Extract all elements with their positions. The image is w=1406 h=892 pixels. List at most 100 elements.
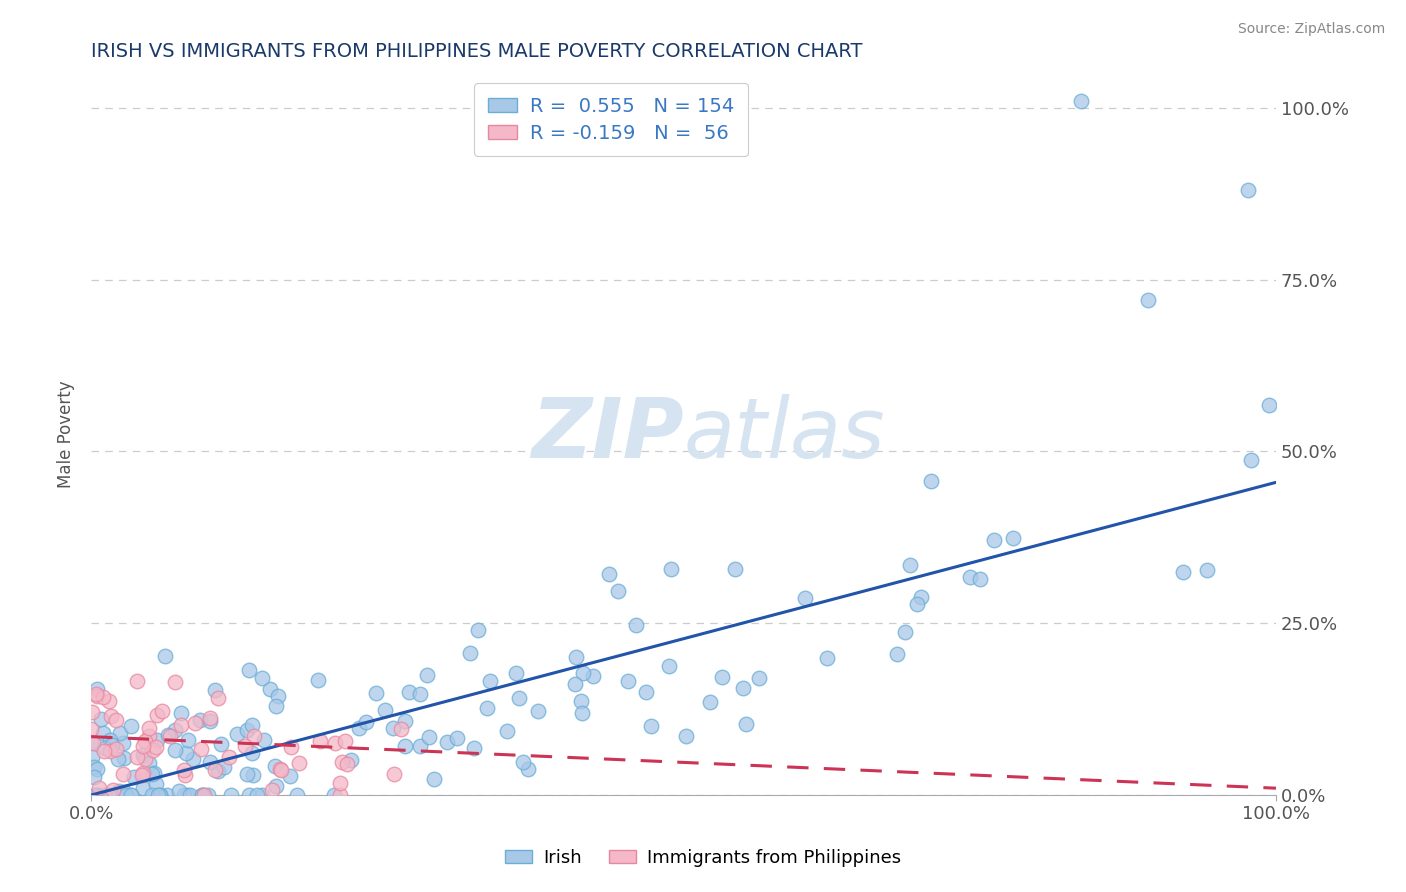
Point — [446, 731, 468, 745]
Point — [173, 764, 195, 778]
Point — [120, 719, 142, 733]
Point — [179, 788, 201, 802]
Point — [252, 732, 274, 747]
Point — [1070, 94, 1092, 108]
Point — [598, 566, 620, 581]
Point — [190, 788, 212, 802]
Point — [219, 788, 242, 802]
Point — [436, 734, 458, 748]
Point — [111, 736, 134, 750]
Point — [242, 768, 264, 782]
Point — [207, 764, 229, 779]
Point — [198, 714, 221, 728]
Point — [112, 788, 135, 802]
Point — [236, 723, 259, 737]
Point — [572, 665, 595, 680]
Point — [463, 741, 485, 756]
Point — [246, 788, 269, 802]
Point — [204, 683, 226, 698]
Point — [138, 729, 160, 743]
Point — [617, 673, 640, 688]
Point — [124, 770, 146, 784]
Point — [264, 699, 287, 714]
Point — [571, 694, 593, 708]
Legend: Irish, Immigrants from Philippines: Irish, Immigrants from Philippines — [498, 842, 908, 874]
Point — [354, 715, 377, 730]
Point — [174, 768, 197, 782]
Point — [209, 738, 232, 752]
Point — [159, 729, 181, 743]
Point — [262, 782, 284, 797]
Point — [148, 788, 170, 802]
Point — [177, 732, 200, 747]
Point — [107, 751, 129, 765]
Point — [104, 714, 127, 728]
Point — [141, 766, 163, 780]
Point — [204, 763, 226, 777]
Point — [894, 625, 917, 640]
Point — [1195, 563, 1218, 577]
Point — [458, 646, 481, 660]
Point — [238, 663, 260, 677]
Point — [330, 756, 353, 770]
Point — [409, 686, 432, 700]
Point — [516, 762, 538, 776]
Point — [329, 788, 352, 802]
Point — [1237, 183, 1260, 197]
Point — [112, 785, 135, 799]
Point — [111, 788, 134, 802]
Point — [259, 681, 281, 696]
Point — [624, 618, 647, 632]
Point — [335, 734, 357, 748]
Point — [125, 673, 148, 688]
Point — [94, 741, 117, 756]
Point — [527, 704, 550, 718]
Point — [131, 747, 153, 762]
Point — [100, 709, 122, 723]
Point — [93, 744, 115, 758]
Point — [250, 671, 273, 685]
Point — [1257, 398, 1279, 412]
Point — [90, 712, 112, 726]
Point — [131, 768, 153, 782]
Text: Source: ZipAtlas.com: Source: ZipAtlas.com — [1237, 22, 1385, 37]
Point — [423, 772, 446, 786]
Point — [100, 744, 122, 758]
Point — [89, 781, 111, 796]
Point — [240, 718, 263, 732]
Point — [724, 562, 747, 576]
Point — [329, 776, 352, 790]
Point — [640, 719, 662, 733]
Y-axis label: Male Poverty: Male Poverty — [58, 380, 75, 488]
Point — [905, 597, 928, 611]
Point — [581, 669, 603, 683]
Point — [97, 788, 120, 802]
Point — [143, 766, 166, 780]
Point — [91, 690, 114, 704]
Point — [111, 767, 134, 781]
Point — [131, 739, 153, 754]
Point — [364, 686, 387, 700]
Point — [191, 788, 214, 802]
Point — [176, 788, 198, 802]
Point — [267, 689, 290, 703]
Point — [80, 734, 103, 748]
Point — [138, 756, 160, 771]
Point — [145, 777, 167, 791]
Point — [512, 755, 534, 769]
Point — [146, 788, 169, 802]
Point — [193, 788, 215, 802]
Point — [83, 760, 105, 774]
Point — [170, 706, 193, 720]
Point — [505, 665, 527, 680]
Point — [479, 674, 502, 689]
Point — [142, 742, 165, 756]
Point — [86, 687, 108, 701]
Point — [373, 703, 395, 717]
Point — [959, 570, 981, 584]
Point — [969, 572, 991, 586]
Point — [82, 736, 104, 750]
Point — [336, 756, 359, 771]
Point — [1002, 531, 1025, 545]
Point — [193, 788, 215, 802]
